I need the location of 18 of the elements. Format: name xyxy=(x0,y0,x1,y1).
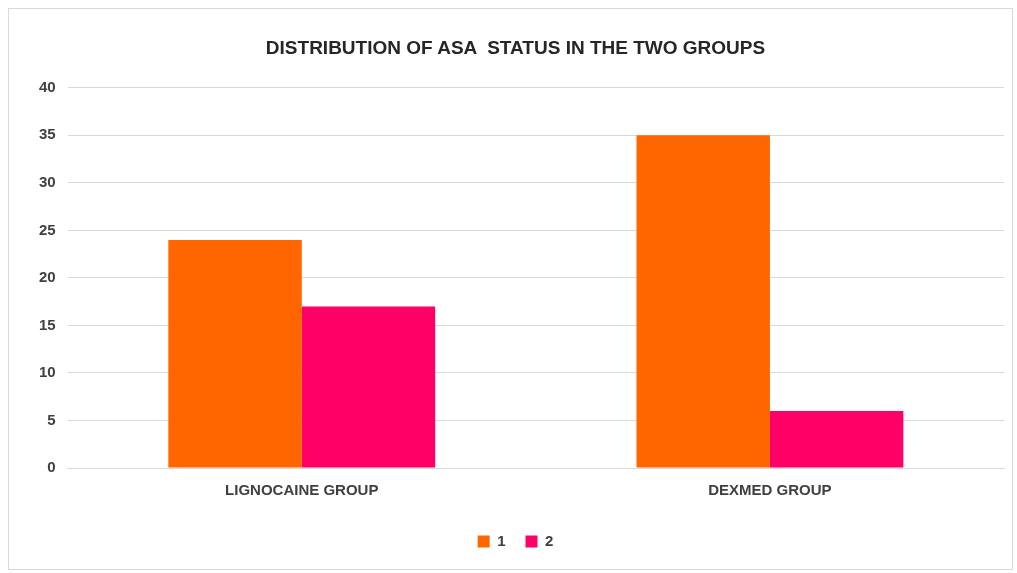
legend-label: 1 xyxy=(497,531,506,549)
y-tick-label: 20 xyxy=(39,268,56,286)
x-tick-label: LIGNOCAINE GROUP xyxy=(225,481,379,499)
y-tick-label: 25 xyxy=(39,220,56,238)
chart-title: DISTRIBUTION OF ASA STATUS IN THE TWO GROUPS xyxy=(265,36,766,58)
bar xyxy=(301,306,436,468)
x-tick-label: DEXMED GROUP xyxy=(708,481,832,499)
y-tick-label: 15 xyxy=(39,315,56,333)
y-tick-label: 35 xyxy=(39,125,56,143)
y-tick-label: 0 xyxy=(47,458,56,476)
bar xyxy=(769,410,904,468)
y-tick-label: 5 xyxy=(47,410,56,428)
y-tick-label: 10 xyxy=(39,363,56,381)
bar xyxy=(168,239,302,468)
y-tick-label: 30 xyxy=(39,172,56,190)
legend-label: 2 xyxy=(545,531,554,549)
bar xyxy=(636,135,770,468)
y-tick-label: 40 xyxy=(39,77,56,95)
